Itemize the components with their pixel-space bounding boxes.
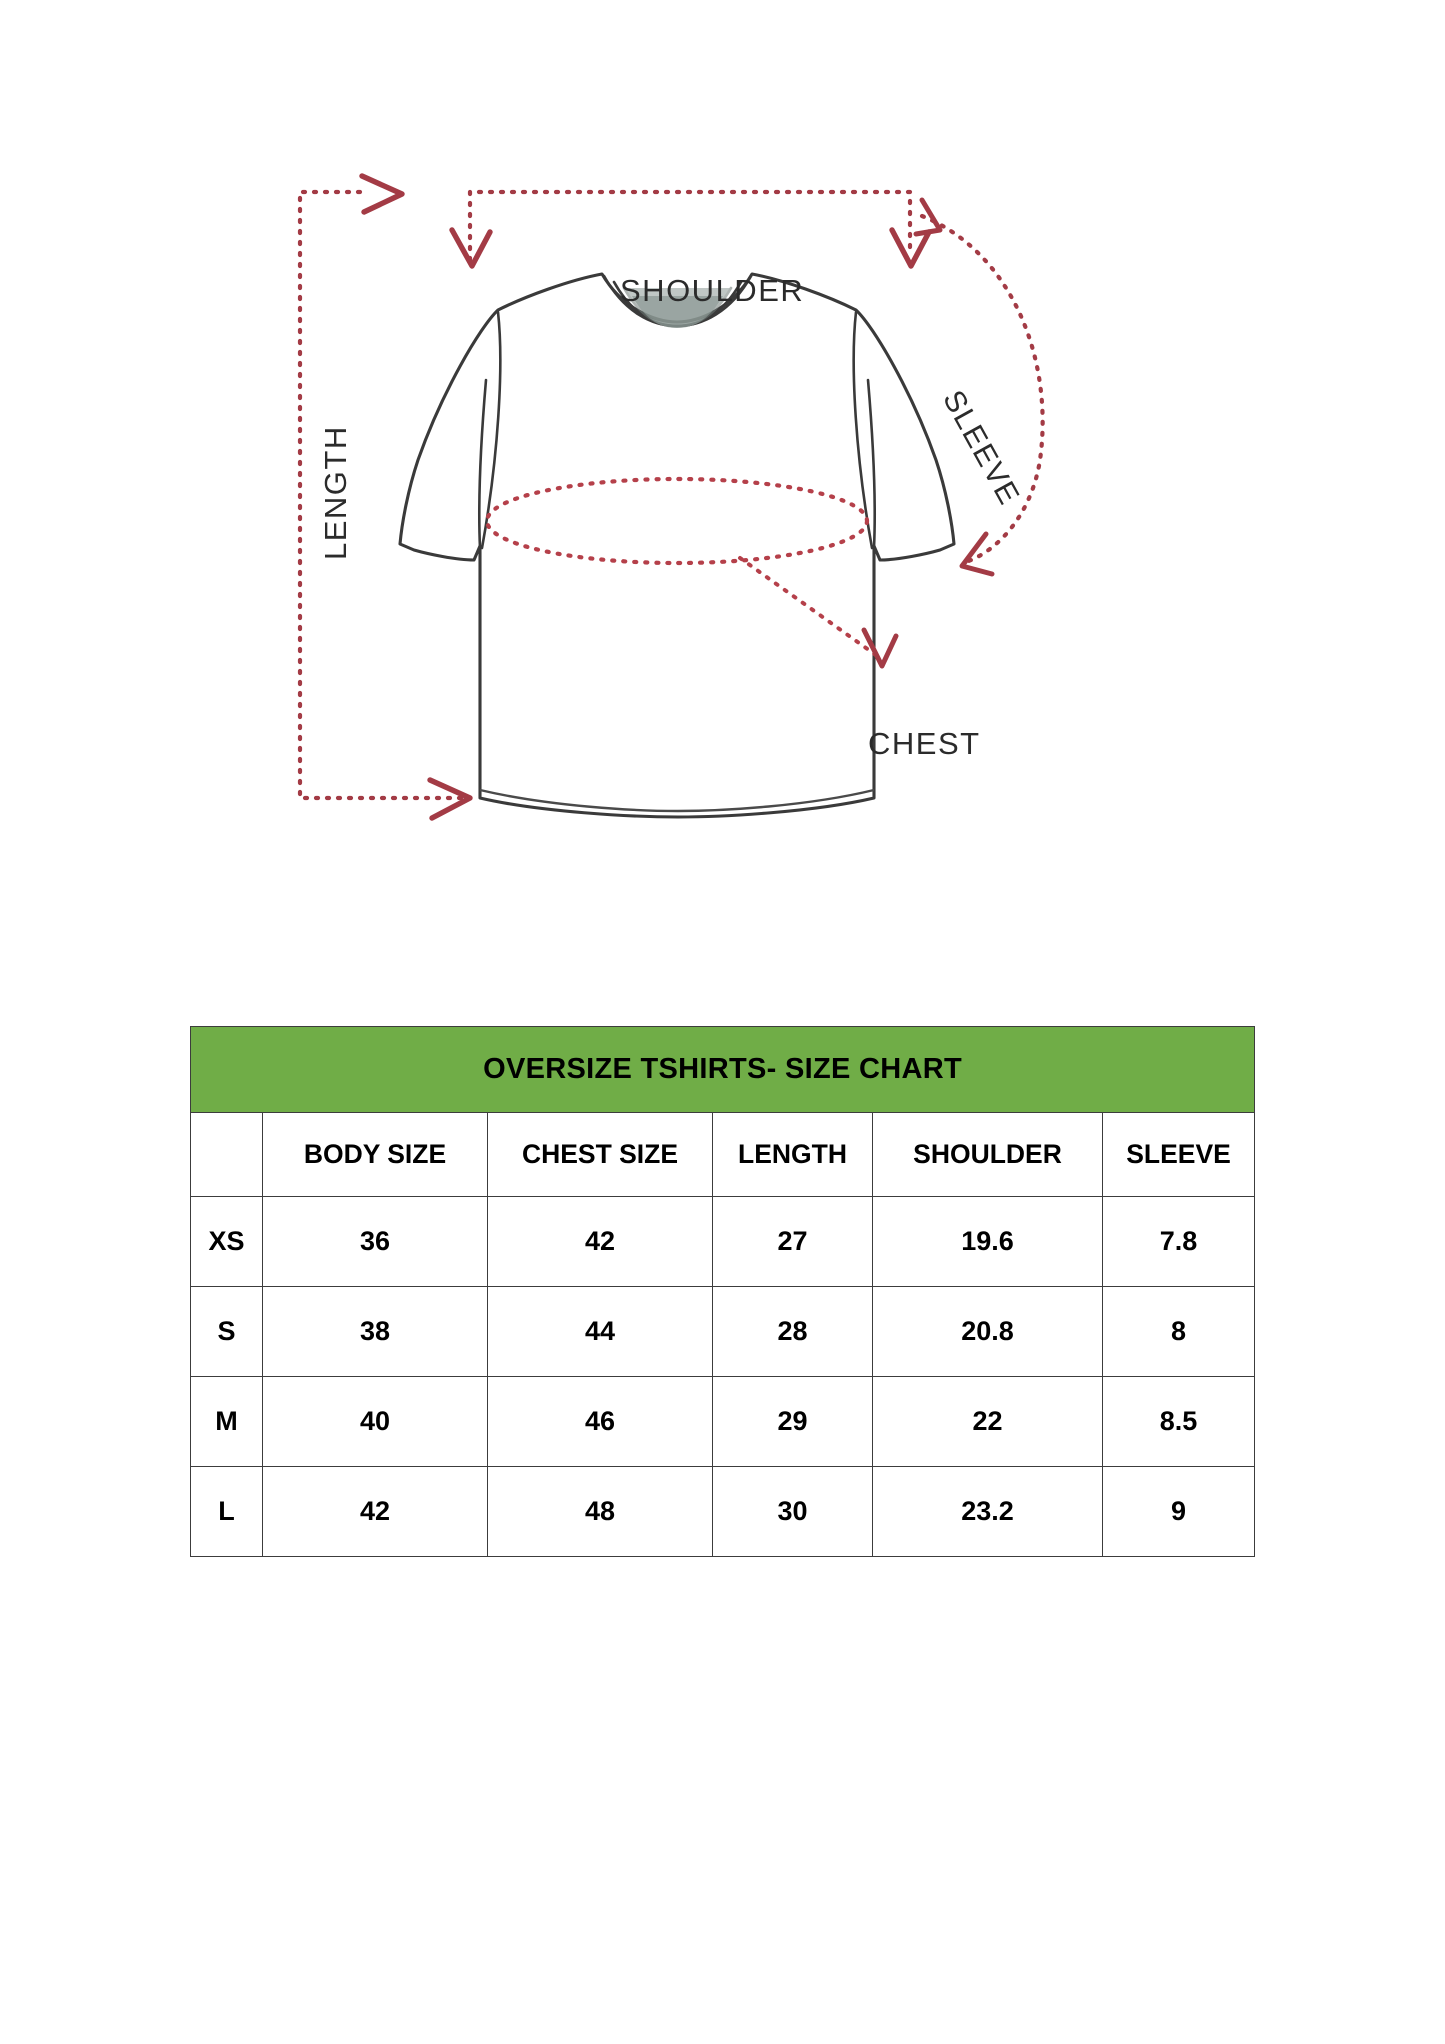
cell-length: 29 (712, 1376, 873, 1467)
tshirt-collar (602, 274, 753, 328)
cell-length: 27 (712, 1196, 873, 1287)
length-arrow-top (359, 173, 405, 215)
column-header-chest: CHEST SIZE (487, 1112, 713, 1197)
cell-chest: 42 (487, 1196, 713, 1287)
cell-shoulder: 22 (872, 1376, 1103, 1467)
table-header-row: BODY SIZE CHEST SIZE LENGTH SHOULDER SLE… (190, 1112, 1256, 1197)
column-header-size (190, 1112, 263, 1197)
cell-sleeve: 9 (1101, 1466, 1256, 1557)
column-header-shoulder: SHOULDER (872, 1112, 1103, 1197)
tshirt-measurement-diagram: SHOULDER SLEEVE CHEST LENGTH (0, 0, 1445, 960)
tshirt-svg (297, 173, 1045, 821)
table-title-row: OVERSIZE TSHIRTS- SIZE CHART (189, 1026, 1256, 1113)
chest-arrow-head (861, 627, 899, 669)
cell-shoulder: 23.2 (872, 1466, 1103, 1557)
size-chart-table: OVERSIZE TSHIRTS- SIZE CHART BODY SIZE C… (189, 1026, 1256, 1557)
shoulder-arrow-right (889, 227, 932, 269)
cell-size: L (190, 1466, 263, 1557)
tshirt-illustration (180, 130, 1180, 920)
cell-length: 30 (712, 1466, 873, 1557)
cell-body: 36 (262, 1196, 488, 1287)
length-arrow-bottom (427, 777, 473, 821)
cell-sleeve: 7.8 (1101, 1196, 1256, 1287)
length-measure-line (297, 189, 465, 801)
size-chart-section: OVERSIZE TSHIRTS- SIZE CHART BODY SIZE C… (189, 1026, 1256, 1557)
column-header-length: LENGTH (712, 1112, 873, 1197)
length-label: LENGTH (318, 425, 353, 560)
cell-body: 38 (262, 1286, 488, 1377)
cell-length: 28 (712, 1286, 873, 1377)
cell-size: XS (190, 1196, 263, 1287)
cell-chest: 48 (487, 1466, 713, 1557)
cell-shoulder: 19.6 (872, 1196, 1103, 1287)
cell-body: 40 (262, 1376, 488, 1467)
chest-measure-ellipse (484, 476, 870, 566)
shoulder-arrow-left (449, 227, 493, 269)
tshirt-hem (479, 788, 875, 813)
table-title: OVERSIZE TSHIRTS- SIZE CHART (189, 1026, 1256, 1113)
sleeve-arrow-bottom (959, 531, 995, 577)
table-row: S 38 44 28 20.8 8 (190, 1286, 1256, 1377)
column-header-body: BODY SIZE (262, 1112, 488, 1197)
cell-chest: 46 (487, 1376, 713, 1467)
cell-chest: 44 (487, 1286, 713, 1377)
table-row: XS 36 42 27 19.6 7.8 (190, 1196, 1256, 1287)
table-row: L 42 48 30 23.2 9 (190, 1466, 1256, 1557)
cell-body: 42 (262, 1466, 488, 1557)
chest-label: CHEST (868, 726, 981, 761)
chest-leader-line (738, 556, 882, 660)
table-row: M 40 46 29 22 8.5 (190, 1376, 1256, 1467)
cell-shoulder: 20.8 (872, 1286, 1103, 1377)
sleeve-measure-line (919, 213, 1045, 565)
cell-size: S (190, 1286, 263, 1377)
cell-sleeve: 8.5 (1101, 1376, 1256, 1467)
cell-size: M (190, 1376, 263, 1467)
shoulder-measure-line (467, 189, 913, 263)
sleeve-arrow-top (913, 197, 943, 237)
shoulder-label: SHOULDER (620, 273, 805, 308)
cell-sleeve: 8 (1101, 1286, 1256, 1377)
column-header-sleeve: SLEEVE (1101, 1112, 1256, 1197)
